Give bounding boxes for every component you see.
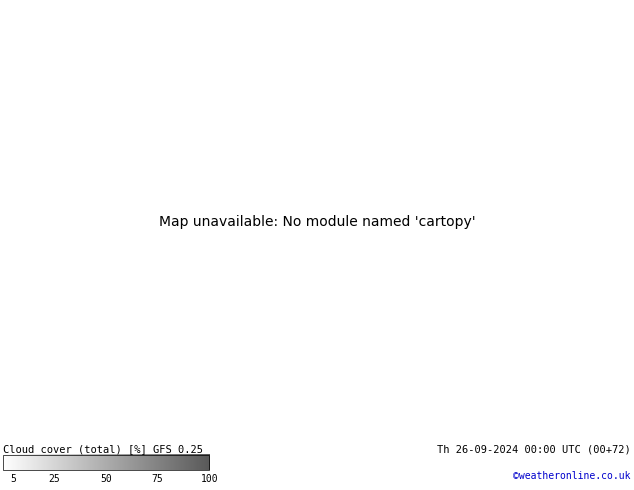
- Text: Cloud cover (total) [%] GFS 0.25: Cloud cover (total) [%] GFS 0.25: [3, 444, 203, 454]
- Text: 5: 5: [11, 474, 16, 484]
- Text: Map unavailable: No module named 'cartopy': Map unavailable: No module named 'cartop…: [158, 215, 476, 229]
- Text: 50: 50: [100, 474, 112, 484]
- Bar: [3, 455, 209, 470]
- Text: 25: 25: [49, 474, 61, 484]
- Text: Th 26-09-2024 00:00 UTC (00+72): Th 26-09-2024 00:00 UTC (00+72): [437, 444, 631, 454]
- Text: ©weatheronline.co.uk: ©weatheronline.co.uk: [514, 471, 631, 481]
- Text: 75: 75: [152, 474, 164, 484]
- Text: 100: 100: [200, 474, 218, 484]
